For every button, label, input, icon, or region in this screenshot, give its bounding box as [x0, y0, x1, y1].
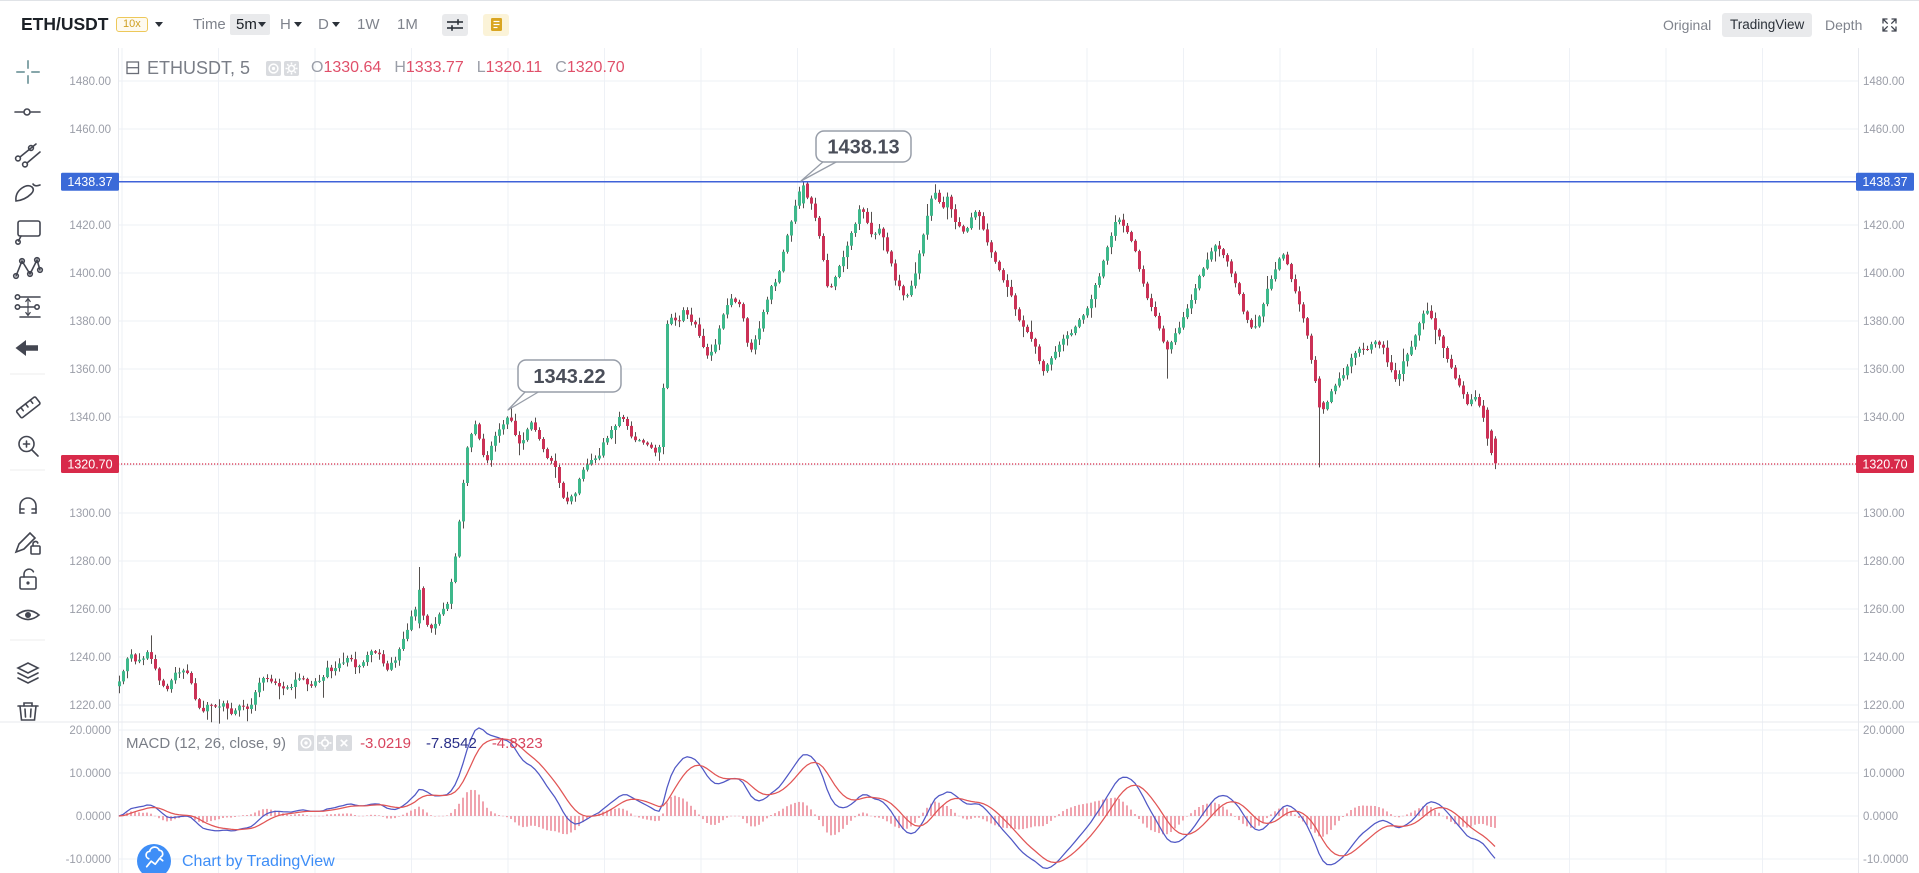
svg-text:1420.00: 1420.00	[1863, 220, 1905, 232]
svg-text:1280.00: 1280.00	[1863, 556, 1905, 568]
svg-text:1438.37: 1438.37	[1862, 175, 1907, 189]
svg-text:1360.00: 1360.00	[69, 364, 111, 376]
svg-text:1300.00: 1300.00	[1863, 508, 1905, 520]
svg-text:1260.00: 1260.00	[69, 604, 111, 616]
svg-text:1220.00: 1220.00	[1863, 700, 1905, 712]
svg-text:1420.00: 1420.00	[69, 220, 111, 232]
svg-text:0.0000: 0.0000	[1863, 811, 1898, 823]
svg-text:1438.13: 1438.13	[827, 137, 899, 159]
svg-text:1380.00: 1380.00	[1863, 316, 1905, 328]
svg-text:-10.0000: -10.0000	[1863, 854, 1908, 866]
svg-text:1300.00: 1300.00	[69, 508, 111, 520]
svg-text:1400.00: 1400.00	[1863, 268, 1905, 280]
svg-text:10.0000: 10.0000	[1863, 768, 1905, 780]
svg-text:1460.00: 1460.00	[1863, 124, 1905, 136]
svg-text:1240.00: 1240.00	[1863, 652, 1905, 664]
svg-text:Chart by TradingView: Chart by TradingView	[182, 853, 335, 870]
svg-text:1343.22: 1343.22	[533, 366, 605, 388]
svg-text:1480.00: 1480.00	[69, 76, 111, 88]
svg-text:20.0000: 20.0000	[1863, 725, 1905, 737]
svg-text:1340.00: 1340.00	[1863, 412, 1905, 424]
svg-text:1460.00: 1460.00	[69, 124, 111, 136]
svg-text:1260.00: 1260.00	[1863, 604, 1905, 616]
svg-text:1438.37: 1438.37	[67, 175, 112, 189]
svg-text:1320.70: 1320.70	[67, 457, 112, 471]
svg-text:1480.00: 1480.00	[1863, 76, 1905, 88]
svg-text:1220.00: 1220.00	[69, 700, 111, 712]
svg-text:1320.70: 1320.70	[1862, 457, 1907, 471]
svg-text:20.0000: 20.0000	[69, 725, 111, 737]
svg-text:0.0000: 0.0000	[76, 811, 111, 823]
svg-text:1280.00: 1280.00	[69, 556, 111, 568]
svg-text:1380.00: 1380.00	[69, 316, 111, 328]
svg-text:1400.00: 1400.00	[69, 268, 111, 280]
svg-text:1340.00: 1340.00	[69, 412, 111, 424]
svg-text:1360.00: 1360.00	[1863, 364, 1905, 376]
svg-text:-10.0000: -10.0000	[66, 854, 111, 866]
svg-text:1240.00: 1240.00	[69, 652, 111, 664]
svg-text:10.0000: 10.0000	[69, 768, 111, 780]
